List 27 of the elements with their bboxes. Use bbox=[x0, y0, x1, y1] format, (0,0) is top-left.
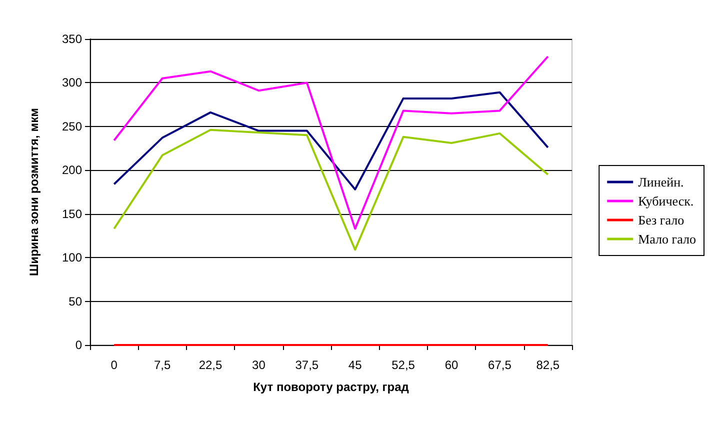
y-tick-label: 0 bbox=[75, 338, 82, 352]
y-tick-label: 350 bbox=[62, 32, 82, 46]
x-tick-label: 7,5 bbox=[154, 358, 171, 372]
x-tick-label: 0 bbox=[110, 358, 118, 372]
line-series bbox=[113, 91, 549, 190]
line-series bbox=[113, 128, 549, 251]
legend-label: Линейн. bbox=[638, 174, 684, 190]
x-tick-label: 30 bbox=[252, 358, 266, 372]
x-tick-label: 45 bbox=[348, 358, 362, 372]
line-series bbox=[113, 55, 549, 230]
y-tick-label: 300 bbox=[62, 76, 82, 90]
x-tick-label: 37,5 bbox=[295, 358, 319, 372]
y-tick-label: 200 bbox=[62, 163, 82, 178]
x-tick-label: 52,5 bbox=[392, 358, 416, 372]
x-tick-label: 60 bbox=[444, 358, 458, 372]
x-tick-label: 22,5 bbox=[198, 358, 222, 372]
y-tick-label: 100 bbox=[62, 250, 82, 265]
legend-label: Без гало bbox=[638, 212, 684, 228]
legend-label: Кубическ. bbox=[638, 194, 694, 208]
x-tick-label: 67,5 bbox=[488, 358, 512, 372]
legend-label: Мало гало bbox=[638, 232, 696, 246]
x-tick-label: 82,5 bbox=[536, 358, 560, 372]
y-axis-title: Ширина зони розмиття, мкм bbox=[27, 108, 41, 276]
y-tick-label: 50 bbox=[68, 294, 82, 308]
y-tick-label: 250 bbox=[62, 119, 82, 134]
y-tick-label: 150 bbox=[62, 206, 82, 221]
x-axis-title: Кут повороту растру, град bbox=[253, 380, 410, 394]
